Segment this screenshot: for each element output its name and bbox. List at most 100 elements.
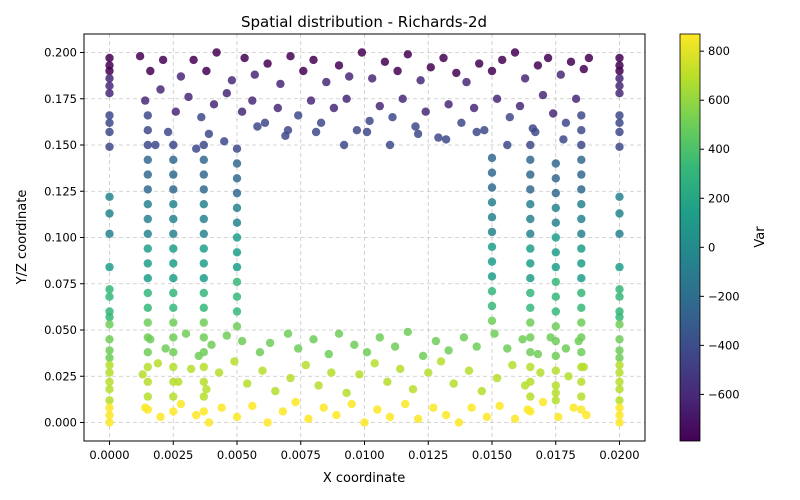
data-point-31: [143, 126, 152, 135]
data-point-135: [551, 188, 560, 198]
data-point-210: [250, 70, 259, 79]
data-point-217: [334, 61, 344, 70]
data-point-155: [577, 185, 586, 194]
data-point-343: [396, 364, 405, 374]
data-point-188: [615, 312, 624, 322]
data-point-120: [526, 229, 535, 238]
data-point-72: [199, 170, 208, 179]
data-point-359: [176, 399, 186, 409]
data-point-384: [523, 405, 532, 414]
data-point-36: [143, 200, 152, 209]
data-point-348: [464, 366, 474, 375]
data-point-245: [209, 100, 219, 109]
data-point-95: [232, 233, 242, 242]
data-point-182: [615, 209, 624, 218]
data-point-193: [615, 360, 624, 370]
data-point-104: [487, 183, 497, 192]
colorbar-tick-label-2: −200: [708, 289, 740, 303]
data-point-282: [253, 122, 262, 131]
data-point-53: [169, 170, 178, 179]
data-point-92: [232, 188, 242, 198]
data-point-254: [316, 118, 326, 128]
data-point-179: [615, 127, 624, 137]
data-point-156: [577, 200, 586, 209]
data-point-223: [403, 50, 412, 59]
data-point-264: [434, 133, 443, 142]
data-point-94: [232, 218, 242, 227]
data-point-387: [569, 403, 578, 412]
data-point-302: [265, 338, 275, 348]
data-point-315: [444, 346, 453, 355]
data-point-246: [222, 89, 231, 98]
data-point-109: [487, 257, 497, 266]
data-point-211: [263, 59, 272, 68]
data-point-131: [526, 392, 535, 401]
data-point-160: [577, 259, 586, 268]
data-point-30: [143, 111, 152, 120]
data-point-59: [169, 259, 178, 268]
data-point-69: [169, 407, 178, 416]
x-tick-label-5: 0.0125: [408, 448, 448, 462]
data-point-235: [543, 53, 553, 63]
data-point-170: [577, 405, 586, 414]
data-point-303: [283, 329, 293, 338]
data-point-383: [510, 414, 520, 423]
data-point-270: [505, 113, 514, 122]
data-point-259: [375, 101, 384, 111]
data-point-286: [362, 127, 372, 137]
data-point-294: [146, 335, 155, 344]
data-point-271: [515, 101, 525, 111]
data-point-11: [105, 209, 114, 218]
data-point-354: [551, 388, 560, 398]
x-axis-ticks: 0.0000 0.0025 0.0050 0.0075 0.0100 0.0125 0.01…: [89, 441, 640, 462]
data-point-58: [169, 244, 178, 253]
data-point-228: [462, 77, 471, 87]
data-point-88: [199, 407, 208, 416]
data-point-314: [431, 336, 441, 346]
data-point-12: [105, 229, 114, 238]
data-point-116: [526, 170, 535, 179]
data-point-209: [240, 53, 249, 63]
data-point-118: [526, 200, 535, 209]
data-point-266: [457, 118, 466, 128]
colorbar-ticks: −600 −400 −200 0 200 400 600 800: [700, 44, 740, 401]
data-point-21: [105, 353, 114, 362]
data-point-140: [551, 262, 560, 272]
data-point-117: [526, 185, 535, 194]
data-point-107: [487, 227, 497, 237]
data-point-153: [577, 155, 586, 164]
data-point-68: [169, 392, 178, 401]
data-point-360: [192, 410, 201, 420]
data-point-150: [577, 111, 586, 120]
data-point-331: [230, 357, 239, 366]
data-point-158: [577, 229, 586, 238]
data-point-288: [413, 129, 423, 139]
data-point-238: [579, 64, 588, 74]
data-point-222: [393, 66, 402, 76]
data-point-51: [169, 140, 178, 150]
data-point-242: [171, 107, 180, 116]
data-point-319: [503, 344, 512, 353]
data-point-204: [176, 72, 186, 81]
colorbar-label: Var: [753, 226, 768, 248]
data-point-126: [526, 318, 535, 327]
data-point-273: [538, 90, 548, 100]
data-point-337: [314, 381, 323, 390]
data-point-316: [459, 333, 469, 342]
data-point-122: [526, 259, 535, 268]
data-point-186: [615, 292, 624, 301]
data-point-87: [199, 392, 208, 401]
data-point-78: [199, 259, 208, 268]
data-point-169: [577, 392, 586, 401]
data-point-189: [615, 320, 624, 329]
data-point-276: [571, 94, 581, 104]
data-point-24: [105, 377, 114, 386]
data-point-257: [352, 126, 362, 135]
y-axis-label: Y/Z coordinate: [15, 190, 30, 286]
data-point-207: [212, 48, 221, 57]
data-point-174: [615, 74, 624, 83]
data-point-376: [413, 414, 423, 423]
data-point-250: [273, 103, 282, 113]
x-tick-label-8: 0.0200: [599, 448, 639, 462]
data-point-364: [248, 401, 257, 411]
